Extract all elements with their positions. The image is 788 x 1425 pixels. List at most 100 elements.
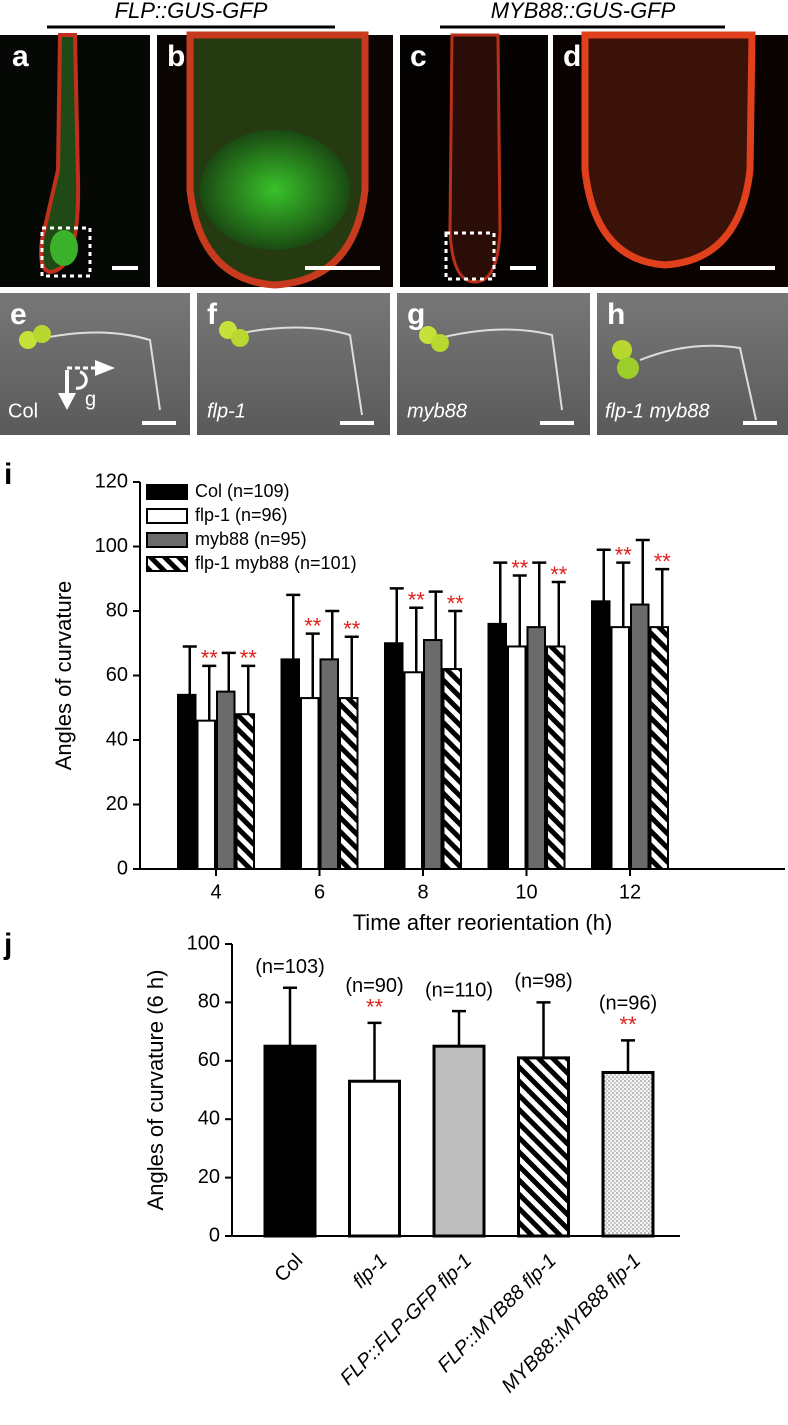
bar	[216, 690, 236, 870]
significance: **	[240, 646, 258, 671]
y-axis-label: Angles of curvature (6 h)	[143, 970, 168, 1211]
bar	[649, 626, 669, 870]
y-axis-label: Angles of curvature	[51, 581, 76, 771]
bar	[507, 645, 527, 870]
root-b-green	[200, 130, 350, 250]
bar	[601, 1070, 655, 1238]
error-bar	[448, 609, 463, 670]
bar	[348, 1079, 401, 1238]
error-bar	[202, 664, 217, 721]
significance: **	[447, 591, 465, 616]
y-tick-label: 80	[198, 991, 220, 1013]
bar	[546, 645, 566, 870]
error-bar	[389, 587, 404, 644]
x-tick-label: 4	[210, 881, 221, 903]
panel-label: j	[3, 928, 12, 961]
x-tick-label: 8	[417, 881, 428, 903]
bar	[235, 713, 255, 871]
error-bar	[512, 574, 527, 647]
panel-label: f	[207, 298, 218, 331]
significance: **	[619, 1012, 637, 1037]
bar-annotation: (n=103)	[255, 956, 325, 978]
micrographs: a b c d	[0, 31, 788, 289]
bar-annotation: (n=110)	[425, 979, 493, 1001]
panel-label: b	[167, 40, 185, 73]
error-bar	[325, 609, 340, 660]
seedling-label: flp-1	[207, 400, 246, 422]
bar	[423, 639, 443, 871]
panel-label: i	[4, 458, 12, 491]
error-bar	[221, 651, 236, 692]
legend-label: myb88 (n=95)	[195, 529, 307, 549]
bar-annotation: (n=90)	[345, 975, 403, 997]
x-tick-label: 10	[515, 881, 537, 903]
y-tick-label: 20	[198, 1166, 220, 1188]
error-bar	[305, 632, 320, 699]
bar	[384, 642, 404, 870]
x-tick-label: flp-1	[349, 1250, 392, 1293]
legend-swatch	[146, 556, 188, 572]
significance: **	[201, 646, 219, 671]
bar	[280, 658, 300, 870]
header: MYB88::GUS-GFP	[491, 0, 676, 23]
gravity-label: g	[85, 388, 96, 410]
error-bar	[452, 1009, 466, 1047]
significance: **	[550, 562, 568, 587]
error-bar	[532, 561, 547, 628]
legend-label: Col (n=109)	[195, 481, 290, 501]
image-f	[197, 293, 390, 435]
error-bar	[551, 580, 566, 647]
legend-swatch	[146, 484, 188, 500]
error-bar	[596, 548, 611, 602]
error-bar	[286, 593, 301, 660]
error-bar	[241, 664, 256, 715]
significance: **	[408, 588, 426, 613]
error-bar	[536, 1001, 551, 1058]
bar	[432, 1044, 486, 1238]
bar	[403, 671, 423, 871]
error-bar	[616, 561, 631, 628]
legend-swatch	[146, 532, 188, 548]
header: FLP::GUS-GFP	[115, 0, 268, 23]
error-bar	[655, 567, 670, 628]
panel-label: h	[607, 298, 625, 331]
bar-annotation: (n=96)	[599, 993, 657, 1015]
seedling-label: Col	[8, 400, 38, 422]
image-g	[397, 293, 590, 435]
bar	[319, 658, 339, 870]
error-bar	[182, 645, 197, 695]
error-bar	[283, 986, 297, 1047]
seedlings: g Col flp-1 myb88 flp-1 myb88 e f g h	[0, 293, 788, 435]
y-tick-label: 80	[106, 599, 128, 621]
error-bar	[493, 561, 508, 624]
y-tick-label: 20	[106, 793, 128, 815]
panel-label: a	[12, 40, 29, 73]
y-tick-label: 60	[106, 664, 128, 686]
significance: **	[343, 617, 361, 642]
y-tick-label: 100	[95, 535, 128, 557]
bar	[300, 697, 320, 871]
error-bar	[367, 1021, 382, 1082]
bar	[177, 693, 197, 870]
legend-label: flp-1 (n=96)	[195, 505, 288, 525]
bar	[196, 719, 216, 871]
bar	[442, 668, 462, 870]
bar	[487, 622, 507, 871]
bar	[591, 600, 611, 870]
y-tick-label: 40	[106, 728, 128, 750]
root-d	[581, 31, 756, 269]
significance: **	[511, 555, 529, 580]
y-tick-label: 100	[187, 932, 220, 954]
bar	[517, 1056, 570, 1238]
y-tick-label: 60	[198, 1049, 220, 1071]
error-bar	[621, 1039, 635, 1073]
x-tick-label: 12	[619, 881, 641, 903]
bar-annotation: (n=98)	[514, 971, 572, 993]
error-bar	[344, 635, 359, 699]
significance: **	[304, 613, 322, 638]
inset-box	[444, 231, 496, 281]
root-c	[448, 33, 502, 284]
significance: **	[615, 542, 633, 567]
seedling-label: myb88	[407, 400, 467, 422]
